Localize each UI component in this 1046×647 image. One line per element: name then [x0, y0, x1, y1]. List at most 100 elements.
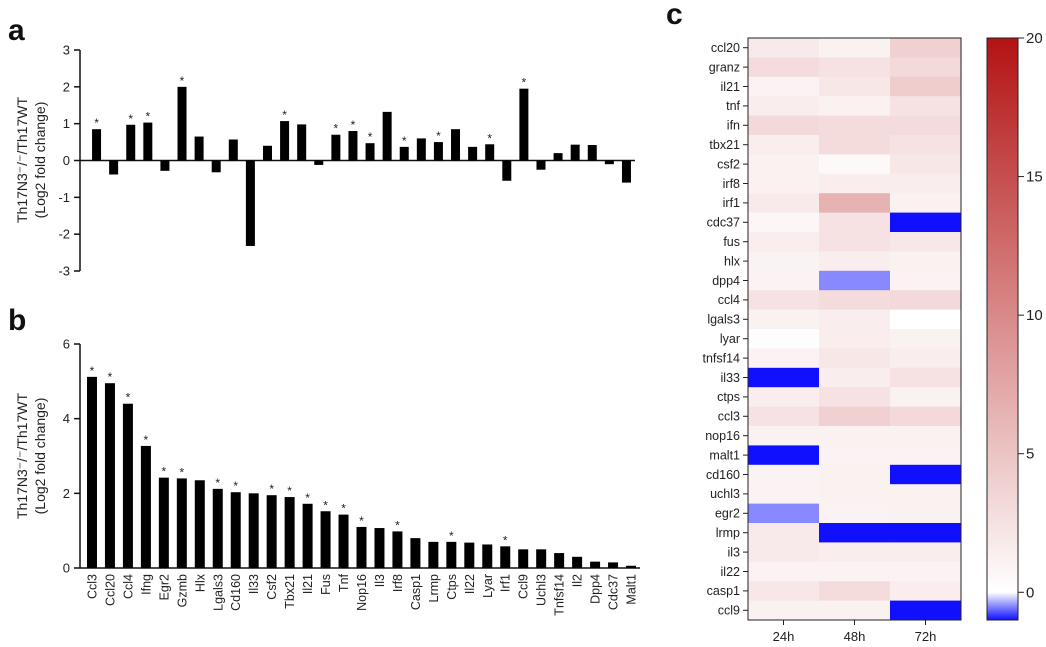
heatmap-cell-uchl3-72h	[890, 484, 962, 504]
x-tick-label-b: Cd160	[229, 574, 243, 611]
bar-b-Ctps	[446, 541, 457, 568]
bar-a-11	[262, 145, 272, 161]
heatmap-cell-nop16-48h	[819, 426, 891, 446]
row-label: cd160	[706, 468, 740, 482]
heatmap-cell-egr2-48h	[819, 503, 891, 524]
row-label: nop16	[705, 429, 740, 443]
x-tick-label-b: Lgals3	[211, 574, 225, 611]
row-label: csf2	[717, 157, 740, 171]
x-tick-label-b: Tbx21	[283, 574, 297, 609]
heatmap-cell-cd160-24h	[748, 464, 820, 485]
row-label: granz	[709, 60, 740, 74]
bar-a-31	[604, 160, 614, 165]
significance-star-a: *	[402, 134, 407, 148]
y-tick-label-a: 0	[63, 153, 70, 168]
x-tick-label-b: Il3	[373, 574, 387, 587]
heatmap-cell-ccl4-48h	[819, 290, 891, 310]
heatmap-cell-fus-24h	[748, 232, 820, 252]
bar-a-21	[433, 142, 443, 161]
significance-star-b: *	[287, 484, 292, 498]
heatmap-cell-lrmp-24h	[748, 523, 820, 543]
row-label: il21	[721, 80, 741, 94]
bar-a-22	[451, 129, 461, 161]
significance-star-b: *	[90, 364, 95, 378]
heatmap-cell-tnfsf14-72h	[890, 348, 962, 369]
heatmap-cell-ifn-48h	[819, 115, 891, 136]
heatmap-cell-csf2-72h	[890, 154, 962, 175]
significance-star-a: *	[180, 74, 185, 88]
bar-b-Tbx21	[284, 497, 295, 568]
x-tick-label-b: Csf2	[265, 574, 279, 600]
bar-b-Casp1	[410, 538, 421, 568]
significance-star-b: *	[108, 370, 113, 384]
row-label: hlx	[724, 254, 741, 268]
row-label: egr2	[715, 507, 740, 521]
heatmap-cell-ccl3-72h	[890, 406, 962, 427]
significance-star-a: *	[128, 112, 133, 126]
heatmap-cell-nop16-72h	[890, 426, 962, 446]
bar-a-27	[536, 160, 546, 170]
heatmap-cell-il33-48h	[819, 367, 891, 388]
heatmap-cell-il3-48h	[819, 542, 891, 563]
row-label: ccl9	[718, 604, 740, 618]
heatmap-cell-malt1-72h	[890, 445, 962, 466]
row-label: dpp4	[712, 274, 740, 288]
bar-a-23	[468, 146, 478, 161]
significance-star-b: *	[449, 529, 454, 543]
y-tick-label-b: 0	[63, 561, 70, 576]
bar-b-Irf1	[500, 546, 511, 568]
heatmap-cell-cdc37-48h	[819, 212, 891, 233]
heatmap-cell-lrmp-48h	[819, 523, 891, 543]
heatmap-cell-dpp4-72h	[890, 270, 962, 291]
heatmap-cell-ccl20-24h	[748, 38, 820, 58]
bar-a-26	[519, 88, 529, 161]
heatmap-cell-il22-24h	[748, 561, 820, 582]
heatmap-cell-granz-24h	[748, 57, 820, 78]
bar-a-30	[587, 145, 597, 161]
heatmap-cell-fus-72h	[890, 232, 962, 252]
bar-b-Ccl20	[104, 383, 115, 568]
colorbar	[986, 37, 1019, 621]
bar-b-Il3	[374, 528, 385, 568]
bar-a-20	[416, 138, 426, 161]
heatmap-cell-casp1-48h	[819, 581, 891, 601]
x-tick-label-b: Ccl4	[121, 574, 135, 599]
bar-a-8	[211, 160, 221, 173]
x-tick-label-b: Egr2	[157, 574, 171, 600]
heatmap-cell-tnf-72h	[890, 96, 962, 116]
significance-star-b: *	[341, 502, 346, 516]
bar-b-Il21	[302, 503, 313, 568]
row-label: ctps	[717, 390, 740, 404]
significance-star-a: *	[334, 122, 339, 136]
heatmap-cell-ctps-72h	[890, 387, 962, 407]
significance-star-b: *	[233, 479, 238, 493]
bar-b-Cd160	[230, 492, 241, 568]
bar-b-Ccl4	[122, 403, 133, 568]
bar-a-25	[502, 160, 512, 181]
bar-a-2	[109, 160, 119, 175]
significance-star-b: *	[395, 518, 400, 532]
x-tick-label-b: Hlx	[193, 573, 207, 592]
bar-a-10	[245, 160, 255, 246]
x-tick-label-b: Ccl20	[103, 574, 117, 606]
heatmap-cell-il3-24h	[748, 542, 820, 563]
heatmap-cell-irf8-72h	[890, 173, 962, 194]
significance-star-a: *	[522, 76, 527, 90]
heatmap-cell-ccl9-48h	[819, 600, 891, 621]
bar-a-32	[621, 160, 631, 183]
heatmap-cell-ccl3-24h	[748, 406, 820, 427]
colorbar-tick-label: 0	[1026, 584, 1034, 601]
row-label: ifn	[727, 119, 740, 133]
significance-star-a: *	[436, 129, 441, 143]
significance-star-a: *	[368, 130, 373, 144]
row-label: il22	[721, 565, 741, 579]
y-axis-label-b-line1: Th17N3⁻/⁻/Th17WT	[14, 393, 30, 519]
heatmap-cell-tbx21-72h	[890, 135, 962, 155]
bar-a-7	[194, 136, 204, 161]
x-tick-label-b: Irf8	[391, 574, 405, 592]
heatmap-cell-nop16-24h	[748, 426, 820, 446]
heatmap-cell-il3-72h	[890, 542, 962, 563]
panel-label-c: c	[666, 0, 683, 31]
heatmap-cell-tnf-48h	[819, 96, 891, 116]
row-label: lrmp	[716, 526, 740, 540]
